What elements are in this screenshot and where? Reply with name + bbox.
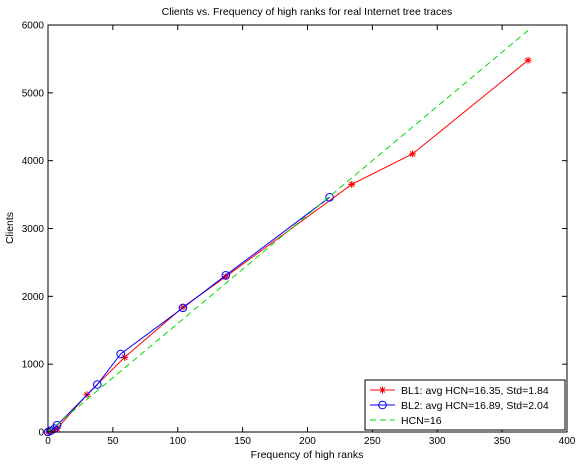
x-tick-label: 250 xyxy=(364,436,381,447)
legend-label-2: BL2: avg HCN=16.89, Std=2.04 xyxy=(401,400,549,412)
y-tick-label: 6000 xyxy=(22,21,45,32)
x-axis-label: Frequency of high ranks xyxy=(251,449,364,461)
y-axis-label: Clients xyxy=(4,212,16,244)
series-line-3 xyxy=(47,30,529,433)
y-tick-label: 4000 xyxy=(22,156,45,167)
legend-marker-1 xyxy=(379,386,386,394)
y-tick-label: 0 xyxy=(38,428,44,439)
series-2-point-6 xyxy=(116,349,125,359)
axis-ticks: 0 50 100 150 200 250 300 350 4000100020003000400… xyxy=(22,21,576,448)
x-tick-label: 400 xyxy=(559,436,576,447)
series-2-point-7 xyxy=(178,303,188,313)
y-tick-label: 5000 xyxy=(22,88,45,99)
series-2-point-8 xyxy=(221,271,231,280)
x-tick-label: 150 xyxy=(234,436,251,447)
x-tick-label: 0 xyxy=(45,436,51,447)
x-tick-label: 300 xyxy=(429,436,446,447)
series-1-point-11 xyxy=(524,56,532,64)
series-2-point-4 xyxy=(52,420,62,430)
y-tick-label: 2000 xyxy=(22,292,45,303)
x-tick-label: 100 xyxy=(169,436,186,447)
x-tick-label: 350 xyxy=(494,436,511,447)
series-1-point-9 xyxy=(348,180,356,188)
legend-box xyxy=(364,379,566,431)
y-tick-label: 1000 xyxy=(22,360,45,371)
x-tick-label: 50 xyxy=(107,436,119,447)
series-line-2 xyxy=(47,196,330,433)
series-2-point-9 xyxy=(325,192,334,202)
y-tick-label: 3000 xyxy=(22,224,45,235)
series-1-point-10 xyxy=(409,150,417,158)
x-tick-label: 200 xyxy=(299,436,316,447)
legend: BL1: avg HCN=16.35, Std=1.84 BL2: avg HCN… xyxy=(364,379,566,431)
legend-label-3: HCN=16 xyxy=(401,415,442,427)
chart-title: Clients vs. Frequency of high ranks for … xyxy=(162,6,453,18)
series-2-point-5 xyxy=(93,380,102,389)
plot-area xyxy=(43,30,532,437)
legend-label-1: BL1: avg HCN=16.35, Std=1.84 xyxy=(401,385,549,397)
legend-marker-2 xyxy=(378,400,387,410)
